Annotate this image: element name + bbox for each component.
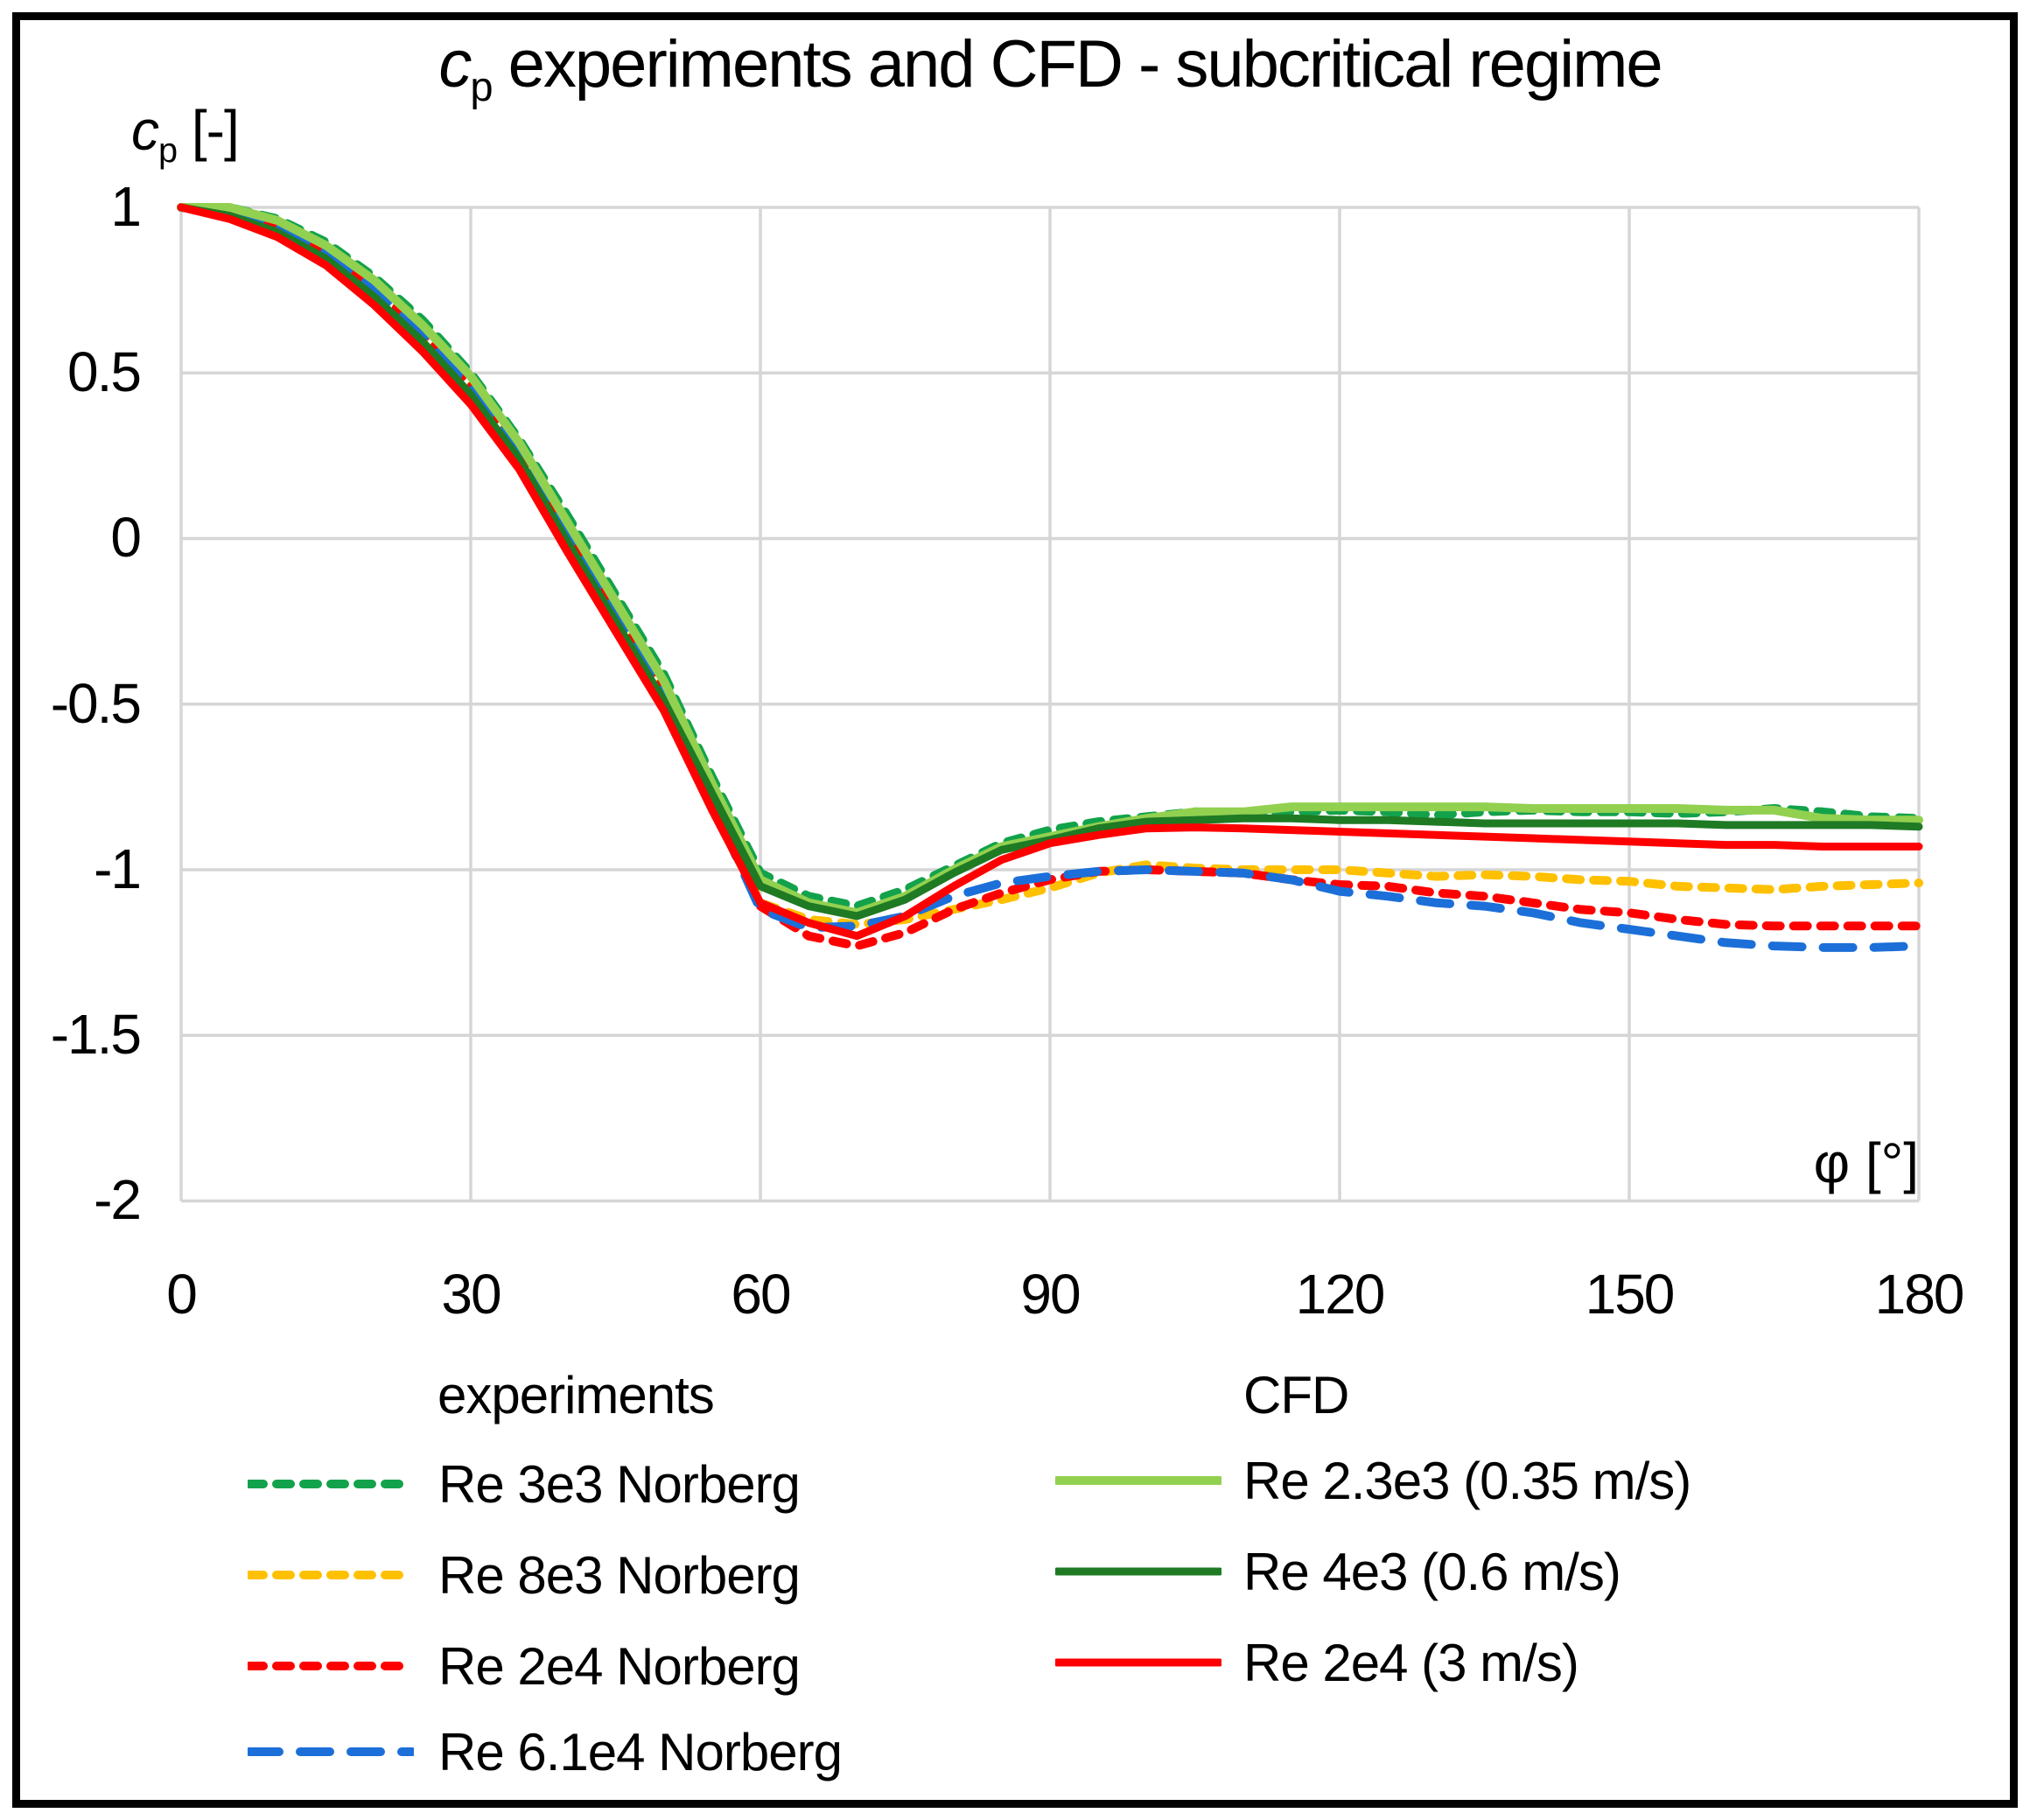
- legend-swatch-re2-3e3-cfd: [1055, 1476, 1222, 1485]
- y-tick-neg2: -2: [94, 1168, 142, 1231]
- legend-label: Re 8e3 Norberg: [438, 1546, 801, 1605]
- legend-swatch-re8e3: [248, 1571, 414, 1579]
- legend-swatch-re3e3: [248, 1480, 414, 1488]
- y-tick-neg0_5: -0.5: [50, 672, 142, 735]
- legend-label: Re 2e4 (3 m/s): [1243, 1634, 1579, 1692]
- legend-header-experiments: experiments: [438, 1366, 715, 1424]
- x-axis-label: φ [°]: [1813, 1131, 1919, 1194]
- x-tick-180: 180: [1874, 1263, 1965, 1326]
- legend-label: Re 4e3 (0.6 m/s): [1243, 1543, 1621, 1601]
- legend-swatch-re2e4-exp: [248, 1662, 414, 1670]
- title-symbol: c: [438, 27, 472, 102]
- legend-label: Re 6.1e4 Norberg: [438, 1723, 843, 1782]
- chart-title: cp experiments and CFD - subcritical reg…: [181, 26, 1919, 110]
- series-line-re-6-1e4-norberg: [177, 203, 1923, 952]
- y-label-symbol: c: [131, 99, 159, 162]
- y-axis-label: cp [-]: [131, 98, 240, 171]
- legend-label: Re 2e4 Norberg: [438, 1637, 801, 1696]
- legend-label: Re 2.3e3 (0.35 m/s): [1243, 1452, 1691, 1510]
- x-tick-90: 90: [1020, 1263, 1081, 1326]
- y-tick-neg1: -1: [94, 837, 142, 900]
- x-tick-30: 30: [441, 1263, 501, 1326]
- title-subscript: p: [470, 63, 493, 110]
- legend-swatch-re4e3-cfd: [1055, 1567, 1222, 1576]
- x-tick-150: 150: [1585, 1263, 1676, 1326]
- x-tick-60: 60: [731, 1263, 791, 1326]
- y-label-subscript: p: [158, 130, 178, 170]
- y-tick-0: 0: [110, 506, 142, 569]
- y-tick-1: 1: [110, 175, 142, 238]
- title-text: experiments and CFD - subcritical regime: [491, 27, 1663, 102]
- x-tick-0: 0: [166, 1263, 198, 1326]
- legend-swatch-re2e4-cfd: [1055, 1658, 1222, 1667]
- legend-header-cfd: CFD: [1243, 1366, 1349, 1424]
- y-tick-neg1_5: -1.5: [50, 1003, 142, 1066]
- y-label-units: [-]: [177, 99, 240, 162]
- y-tick-0_5: 0.5: [67, 340, 142, 403]
- legend-label: Re 3e3 Norberg: [438, 1455, 801, 1514]
- series-line-re-2e4-3-m-s-: [177, 203, 1923, 941]
- figure-border: [12, 12, 2018, 1808]
- legend-swatch-re6-1e4: [248, 1747, 414, 1756]
- x-tick-120: 120: [1295, 1263, 1386, 1326]
